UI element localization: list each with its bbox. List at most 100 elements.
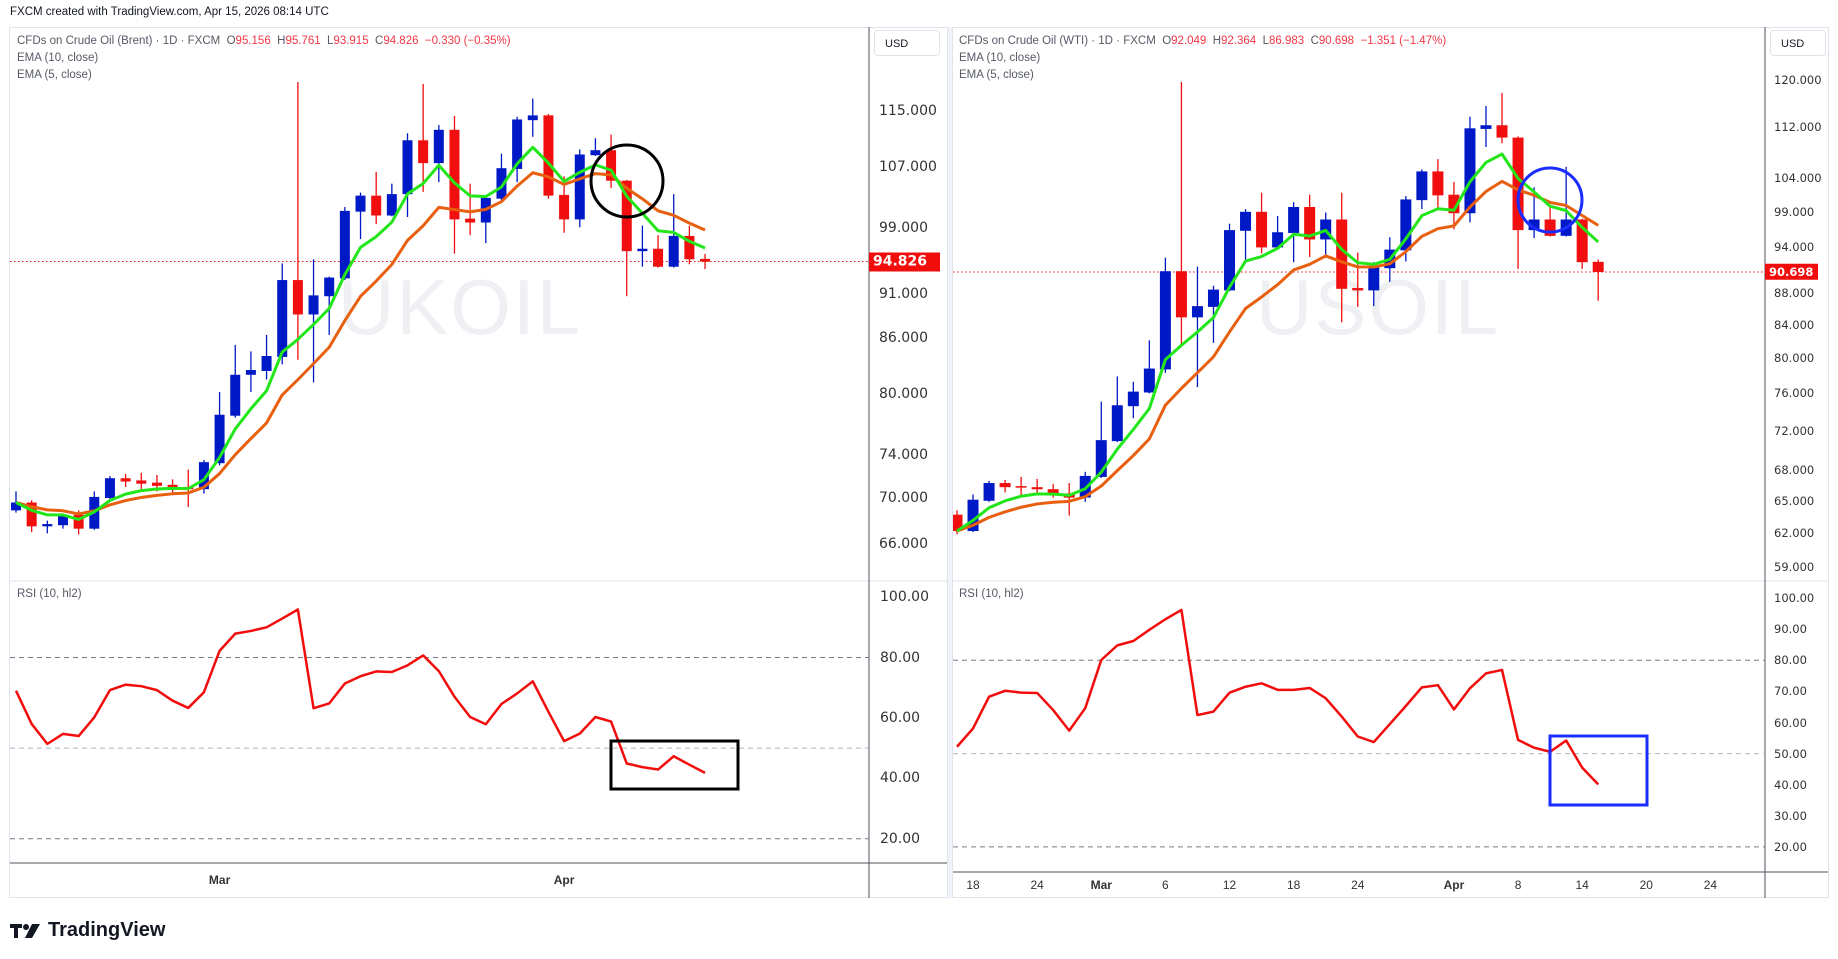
candle-body [684,235,695,260]
last-price-tag: 94.826 [869,252,940,272]
rsi-axis-label: 60.00 [1774,715,1807,730]
annotation-box [609,739,740,791]
candle-body [1127,391,1139,407]
price-axis-label: 72.000 [1774,423,1815,438]
candle-body [1416,171,1428,201]
time-axis-label: 8 [1514,878,1522,892]
price-axis-label: 80.000 [1774,351,1815,366]
rsi-axis-label: 80.00 [1774,653,1807,668]
ema5-legend[interactable]: EMA (5, close) [17,69,92,81]
candle-body [637,248,648,252]
candle-body [1272,232,1284,248]
candle-body [104,478,115,499]
brent-chart-panel[interactable] [9,27,948,898]
candle-body [167,484,178,487]
rsi-title-right[interactable]: RSI (10, hl2) [959,588,1024,600]
price-axis-label: 65.000 [1774,493,1815,508]
ema10-line [956,179,1599,533]
change-value: −0.330 (−0.35%) [424,35,511,47]
candle-body [386,194,397,216]
candle-body [371,195,382,216]
price-axis-label: 76.000 [1774,386,1815,401]
time-axis-label: 24 [1030,878,1044,892]
candle-body [1256,211,1268,248]
last-price-tag: 90.698 [1765,263,1818,281]
time-axis-label: 18 [966,878,980,892]
symbol-name: CFDs on Crude Oil (Brent) · 1D · FXCM [17,35,221,47]
time-axis-label: 6 [1162,878,1169,892]
candle-body [653,248,664,267]
candle-body [574,154,585,220]
candle-body [1576,219,1588,263]
price-axis-label: 66.000 [879,535,928,552]
time-axis-label: 24 [1351,878,1365,892]
annotation-circle [589,143,665,219]
candle-body [308,295,319,315]
price-axis-label: 99.000 [879,220,928,236]
candle-body [1047,489,1059,495]
candle-body [57,514,68,526]
price-axis-label: 74.000 [879,446,928,463]
candle-body [449,129,460,220]
rsi-title-left[interactable]: RSI (10, hl2) [17,588,82,600]
time-axis-label: 18 [1286,878,1301,892]
price-axis-label: 88.000 [1774,285,1815,300]
candle-body [465,218,476,223]
annotation-box [1548,734,1649,807]
candle-body [230,374,241,416]
price-axis-label: 120.000 [1774,72,1822,87]
time-axis-label: Mar [1090,878,1112,892]
rsi-axis-label: 20.00 [1774,839,1807,854]
currency-selector-right[interactable]: USD [1770,30,1826,56]
candle-body [355,195,366,212]
ema10-legend[interactable]: EMA (10, close) [17,52,99,64]
candle-body [261,355,272,371]
candle-body [1031,487,1043,490]
change-value: −1.351 (−1.47%) [1360,35,1447,47]
candle-body [1095,440,1107,477]
rsi-axis-label: 100.00 [880,589,929,606]
time-axis-label: 24 [1703,878,1718,892]
rsi-axis-label: 100.00 [1774,591,1815,606]
candle-body [433,129,444,164]
candle-body [668,235,679,267]
rsi-axis-label: 30.00 [1774,808,1807,823]
candle-body [1448,194,1460,214]
tradingview-logo-text: TradingView [48,919,166,941]
tradingview-logo[interactable]: TradingView [10,919,165,942]
chart-attribution: FXCM created with TradingView.com, Apr 1… [10,6,329,18]
candle-body [73,514,84,529]
candle-body [418,140,429,164]
candle-body [26,502,37,527]
ema10-legend[interactable]: EMA (10, close) [959,52,1041,64]
price-axis-label: 115.000 [879,103,937,120]
price-pane [10,82,869,535]
time-axis-label: 12 [1222,878,1237,892]
candle-body [1528,219,1540,231]
rsi-axis-label: 40.00 [880,770,921,787]
candle-body [1464,128,1476,214]
candle-body [1175,271,1187,318]
wti-ohlc-line[interactable]: CFDs on Crude Oil (WTI) · 1D · FXCM O92.… [959,33,1446,50]
close-value: 90.698 [1318,35,1355,47]
candle-body [983,483,995,501]
rsi-axis-label: 50.00 [1774,746,1807,761]
time-axis-label: 14 [1575,878,1589,892]
price-axis-label: 91.000 [879,285,928,302]
currency-selector-left[interactable]: USD [874,30,940,56]
ema5-line [15,145,706,521]
candle-body [590,150,601,156]
brent-ohlc-line[interactable]: CFDs on Crude Oil (Brent) · 1D · FXCM O9… [17,33,511,50]
ema5-legend[interactable]: EMA (5, close) [959,69,1034,81]
candle-body [496,168,507,199]
open-label: O [226,35,236,47]
candle-body [1496,125,1508,138]
low-label: L [327,35,334,47]
price-pane [953,81,1765,535]
candle-body [245,370,256,375]
candle-body [1400,199,1412,251]
candle-body [1240,211,1252,231]
time-axis-label: Mar [208,873,231,887]
candle-body [324,277,335,297]
